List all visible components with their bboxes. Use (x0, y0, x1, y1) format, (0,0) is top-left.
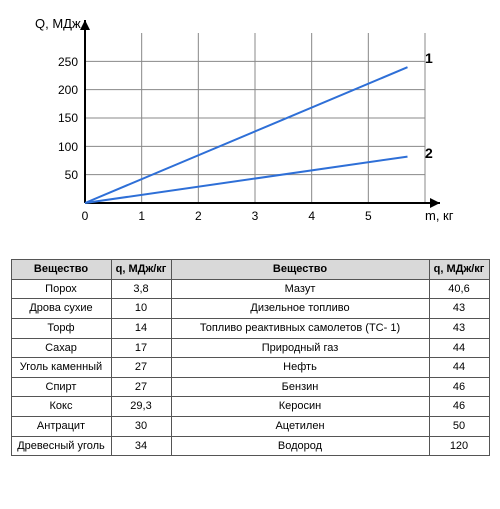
table-row: Спирт 27 Бензин 46 (11, 377, 489, 397)
col-q-1: q, МДж/кг (111, 260, 171, 280)
y-axis-arrow (80, 20, 90, 30)
col-q-2: q, МДж/кг (429, 260, 489, 280)
cell: 46 (429, 377, 489, 397)
ytick-100: 100 (58, 140, 78, 154)
xtick-4: 4 (308, 209, 315, 223)
cell: Кокс (11, 397, 111, 417)
series-2-line (85, 157, 408, 203)
cell: 44 (429, 338, 489, 358)
cell: 44 (429, 358, 489, 378)
cell: Ацетилен (171, 417, 429, 437)
cell: 14 (111, 318, 171, 338)
cell: Природный газ (171, 338, 429, 358)
ytick-200: 200 (58, 83, 78, 97)
table-row: Торф 14 Топливо реактивных самолетов (ТС… (11, 318, 489, 338)
series-1-line (85, 67, 408, 203)
cell: Дрова сухие (11, 299, 111, 319)
chart-container: 50 100 150 200 250 0 1 2 3 4 5 Q, МДж m,… (30, 8, 470, 253)
table-row: Порох 3,8 Мазут 40,6 (11, 279, 489, 299)
table-row: Антрацит 30 Ацетилен 50 (11, 417, 489, 437)
cell: 43 (429, 318, 489, 338)
cell: Древесный уголь (11, 436, 111, 456)
table-row: Уголь каменный 27 Нефть 44 (11, 358, 489, 378)
xtick-5: 5 (365, 209, 372, 223)
cell: Спирт (11, 377, 111, 397)
cell: 34 (111, 436, 171, 456)
table-container: Вещество q, МДж/кг Вещество q, МДж/кг По… (0, 259, 500, 456)
y-tick-labels: 50 100 150 200 250 (58, 55, 78, 182)
table-row: Древесный уголь 34 Водород 120 (11, 436, 489, 456)
col-substance-2: Вещество (171, 260, 429, 280)
cell: Нефть (171, 358, 429, 378)
cell: Бензин (171, 377, 429, 397)
cell: Антрацит (11, 417, 111, 437)
cell: Дизельное топливо (171, 299, 429, 319)
table-row: Кокс 29,3 Керосин 46 (11, 397, 489, 417)
cell: 40,6 (429, 279, 489, 299)
xtick-1: 1 (138, 209, 145, 223)
cell: 27 (111, 358, 171, 378)
cell: 10 (111, 299, 171, 319)
cell: Топливо реактивных самолетов (ТС- 1) (171, 318, 429, 338)
table-header-row: Вещество q, МДж/кг Вещество q, МДж/кг (11, 260, 489, 280)
series-1-label: 1 (425, 50, 433, 66)
series-2-label: 2 (425, 145, 433, 161)
table-row: Дрова сухие 10 Дизельное топливо 43 (11, 299, 489, 319)
page-root: 50 100 150 200 250 0 1 2 3 4 5 Q, МДж m,… (0, 0, 500, 509)
cell: 29,3 (111, 397, 171, 417)
cell: 50 (429, 417, 489, 437)
table-body: Порох 3,8 Мазут 40,6 Дрова сухие 10 Дизе… (11, 279, 489, 456)
cell: 46 (429, 397, 489, 417)
cell: Уголь каменный (11, 358, 111, 378)
x-axis-arrow (430, 198, 440, 208)
ytick-250: 250 (58, 55, 78, 69)
x-tick-labels: 0 1 2 3 4 5 (82, 209, 372, 223)
xtick-3: 3 (252, 209, 259, 223)
xtick-2: 2 (195, 209, 202, 223)
heat-values-table: Вещество q, МДж/кг Вещество q, МДж/кг По… (11, 259, 490, 456)
line-chart: 50 100 150 200 250 0 1 2 3 4 5 Q, МДж m,… (30, 8, 470, 253)
cell: 27 (111, 377, 171, 397)
cell: Порох (11, 279, 111, 299)
chart-axes (85, 20, 440, 203)
x-axis-label: m, кг (425, 208, 454, 223)
cell: Торф (11, 318, 111, 338)
cell: Керосин (171, 397, 429, 417)
cell: Мазут (171, 279, 429, 299)
col-substance-1: Вещество (11, 260, 111, 280)
xtick-0: 0 (82, 209, 89, 223)
ytick-50: 50 (65, 168, 79, 182)
chart-grid (85, 33, 425, 203)
cell: Водород (171, 436, 429, 456)
cell: 3,8 (111, 279, 171, 299)
cell: 30 (111, 417, 171, 437)
cell: 17 (111, 338, 171, 358)
cell: 120 (429, 436, 489, 456)
cell: 43 (429, 299, 489, 319)
table-row: Сахар 17 Природный газ 44 (11, 338, 489, 358)
cell: Сахар (11, 338, 111, 358)
ytick-150: 150 (58, 111, 78, 125)
y-axis-label: Q, МДж (35, 16, 81, 31)
